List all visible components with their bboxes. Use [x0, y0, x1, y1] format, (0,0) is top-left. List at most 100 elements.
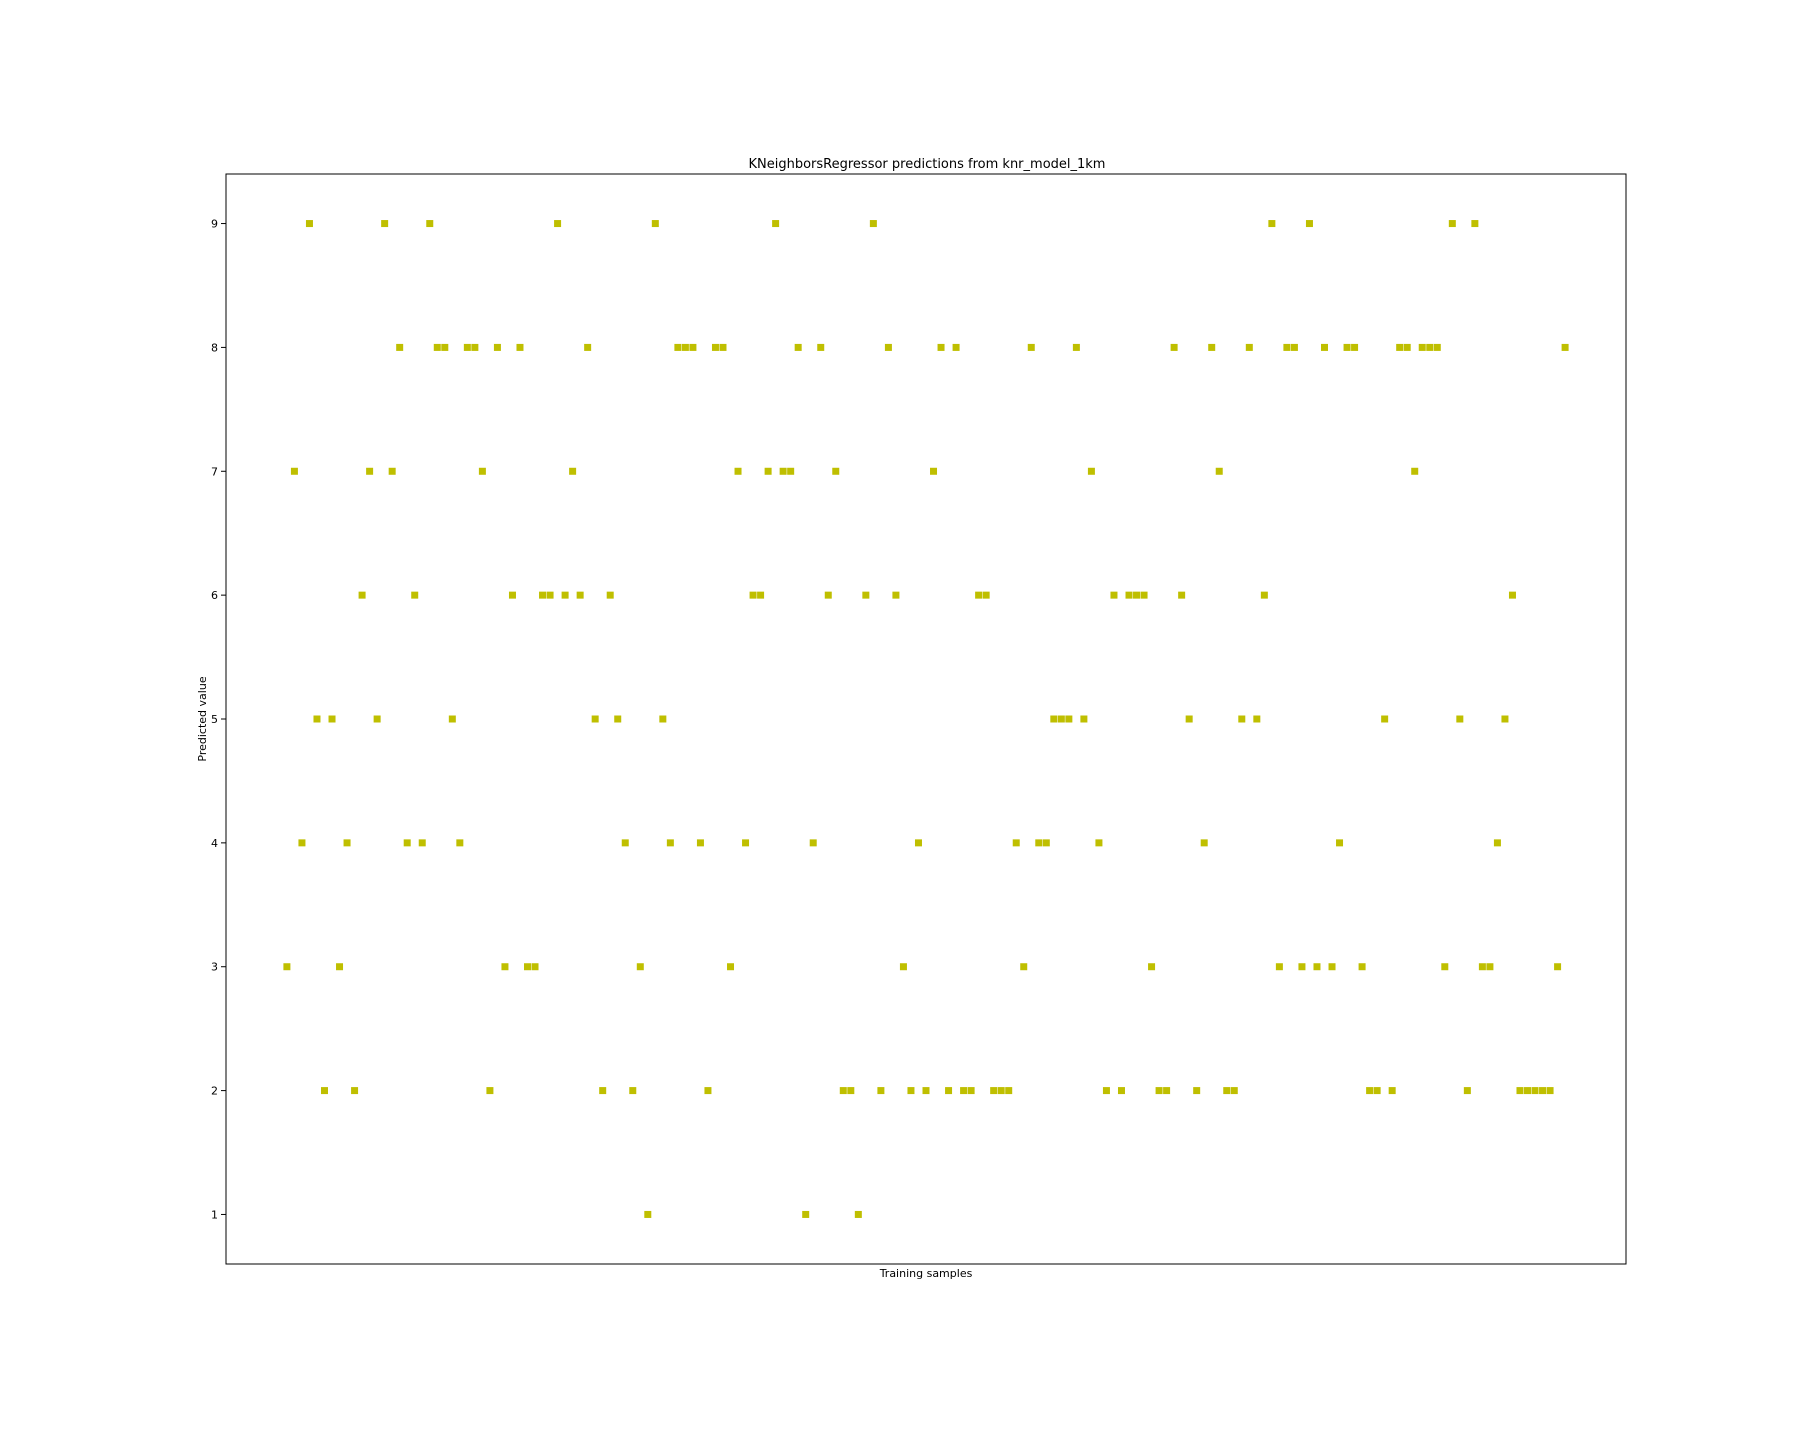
- data-point: [636, 963, 644, 971]
- data-point: [1554, 963, 1562, 971]
- data-point: [1501, 715, 1509, 723]
- data-point: [757, 591, 765, 599]
- data-point: [456, 839, 464, 847]
- data-point: [945, 1087, 953, 1095]
- data-point: [1065, 715, 1073, 723]
- data-point: [1223, 1087, 1231, 1095]
- data-point: [614, 715, 622, 723]
- data-point: [1095, 839, 1103, 847]
- data-point: [1381, 715, 1389, 723]
- data-point: [877, 1087, 885, 1095]
- data-point: [463, 343, 471, 351]
- data-point: [1403, 343, 1411, 351]
- data-point: [892, 591, 900, 599]
- data-point: [1433, 343, 1441, 351]
- data-point: [907, 1087, 915, 1095]
- y-axis-ticks: 1 2 3 4 5 6 7 8 9: [211, 218, 226, 1221]
- data-point: [1245, 343, 1253, 351]
- data-point: [1178, 591, 1186, 599]
- data-point: [674, 343, 682, 351]
- data-point: [1336, 839, 1344, 847]
- data-point: [599, 1087, 607, 1095]
- y-tick-label: 6: [211, 589, 218, 602]
- data-point: [1133, 591, 1141, 599]
- data-point: [1516, 1087, 1524, 1095]
- data-point: [802, 1210, 810, 1218]
- data-point: [884, 343, 892, 351]
- data-point: [719, 343, 727, 351]
- data-point: [975, 591, 983, 599]
- data-point: [1531, 1087, 1539, 1095]
- data-point: [839, 1087, 847, 1095]
- data-point: [696, 839, 704, 847]
- data-point: [388, 467, 396, 475]
- data-point: [471, 343, 479, 351]
- data-point: [930, 467, 938, 475]
- data-point: [1057, 715, 1065, 723]
- y-tick-label: 5: [211, 713, 218, 726]
- data-point: [824, 591, 832, 599]
- data-point: [922, 1087, 930, 1095]
- data-point: [651, 220, 659, 228]
- data-point: [1080, 715, 1088, 723]
- y-tick-label: 3: [211, 961, 218, 974]
- data-point: [862, 591, 870, 599]
- data-point: [1200, 839, 1208, 847]
- data-point: [1313, 963, 1321, 971]
- data-point: [1343, 343, 1351, 351]
- data-point: [501, 963, 509, 971]
- data-point: [411, 591, 419, 599]
- data-point: [742, 839, 750, 847]
- data-point: [644, 1210, 652, 1218]
- data-point: [1561, 343, 1569, 351]
- data-point: [1539, 1087, 1547, 1095]
- data-point: [1125, 591, 1133, 599]
- data-point: [1305, 220, 1313, 228]
- data-point: [832, 467, 840, 475]
- data-point: [1366, 1087, 1374, 1095]
- data-point: [899, 963, 907, 971]
- data-point: [298, 839, 306, 847]
- data-point: [433, 343, 441, 351]
- data-point: [418, 839, 426, 847]
- data-point: [1102, 1087, 1110, 1095]
- data-point: [794, 343, 802, 351]
- data-point: [1290, 343, 1298, 351]
- data-point: [711, 343, 719, 351]
- data-point: [787, 467, 795, 475]
- data-point: [1005, 1087, 1013, 1095]
- data-point: [734, 467, 742, 475]
- data-point: [1042, 839, 1050, 847]
- plot-frame: [225, 173, 1627, 1265]
- data-point: [1110, 591, 1118, 599]
- data-point: [666, 839, 674, 847]
- data-point: [1253, 715, 1261, 723]
- data-point: [1035, 839, 1043, 847]
- data-point: [486, 1087, 494, 1095]
- data-point: [343, 839, 351, 847]
- data-point: [358, 591, 366, 599]
- data-point: [809, 839, 817, 847]
- data-point: [1448, 220, 1456, 228]
- data-point: [1072, 343, 1080, 351]
- data-point: [1193, 1087, 1201, 1095]
- data-point: [1546, 1087, 1554, 1095]
- data-point: [1411, 467, 1419, 475]
- data-point: [1298, 963, 1306, 971]
- data-point: [1185, 715, 1193, 723]
- data-point: [1373, 1087, 1381, 1095]
- data-point: [659, 715, 667, 723]
- y-tick-label: 1: [211, 1208, 218, 1221]
- y-axis-label: Predicted value: [196, 676, 209, 761]
- data-point: [764, 467, 772, 475]
- data-point: [1268, 220, 1276, 228]
- data-point: [1230, 1087, 1238, 1095]
- data-point: [1426, 343, 1434, 351]
- data-point: [1027, 343, 1035, 351]
- y-tick-label: 8: [211, 341, 218, 354]
- data-point: [478, 467, 486, 475]
- data-point: [403, 839, 411, 847]
- data-point: [1117, 1087, 1125, 1095]
- chart-title: KNeighborsRegressor predictions from knr…: [749, 157, 1106, 172]
